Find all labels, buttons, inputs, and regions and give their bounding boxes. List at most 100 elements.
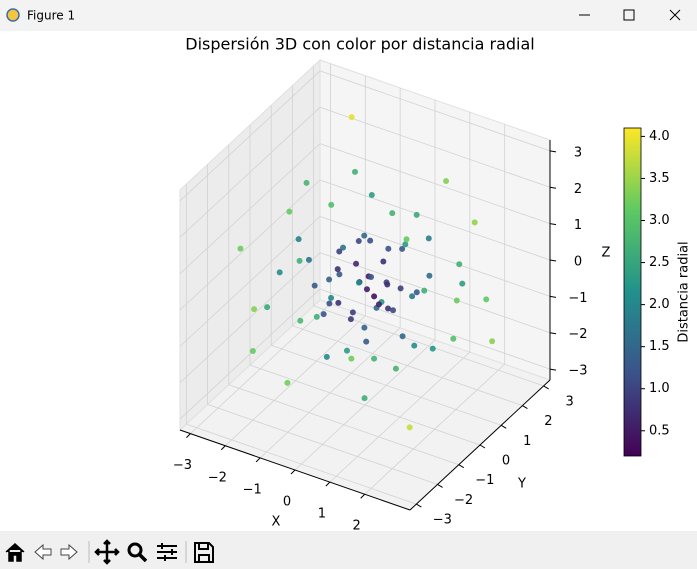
- x-tick-mark: [290, 469, 296, 475]
- point: [295, 236, 302, 243]
- points: [237, 114, 496, 431]
- point: [361, 232, 368, 239]
- point: [328, 201, 335, 208]
- colorbar-tick-label: 2.5: [649, 255, 670, 270]
- point: [371, 355, 378, 362]
- y-tick-mark: [479, 444, 486, 449]
- point: [456, 261, 463, 268]
- window-title: Figure 1: [27, 9, 75, 23]
- z-tick-label: 3: [574, 145, 582, 160]
- z-tick-label: −1: [568, 291, 587, 306]
- z-tick-mark: [549, 223, 557, 226]
- point: [402, 241, 409, 248]
- grid-line: [179, 179, 321, 311]
- app-icon: [6, 8, 20, 22]
- grid-line: [319, 179, 551, 261]
- back-button[interactable]: [34, 543, 52, 561]
- grid-line: [179, 143, 321, 274]
- save-button[interactable]: [194, 542, 214, 563]
- toolbar: [0, 531, 697, 569]
- point: [371, 293, 378, 300]
- grid-line: [319, 106, 551, 188]
- y-tick-label: 3: [565, 394, 573, 409]
- grid-line: [228, 384, 459, 466]
- x-tick-mark: [186, 433, 191, 438]
- colorbar-tick-label: 3.5: [649, 171, 670, 186]
- point: [284, 379, 291, 386]
- point: [328, 294, 335, 301]
- colorbar-tick-label: 3.0: [649, 213, 670, 228]
- z-tick-mark: [549, 332, 557, 335]
- point: [348, 355, 355, 362]
- z-tick-mark: [549, 259, 557, 262]
- point: [361, 324, 368, 331]
- point: [489, 338, 496, 345]
- y-tick-label: −3: [433, 513, 452, 528]
- grid-line: [319, 288, 551, 370]
- point: [311, 282, 318, 289]
- point: [471, 219, 478, 226]
- z-tick-label: −3: [568, 364, 587, 379]
- grid-line: [179, 106, 321, 238]
- zoom-button[interactable]: [127, 542, 148, 563]
- point: [323, 353, 330, 360]
- x-axis-line: [179, 429, 411, 511]
- point: [392, 365, 399, 372]
- point: [286, 208, 293, 215]
- home-button[interactable]: [5, 542, 25, 562]
- point: [249, 348, 256, 355]
- maximize-button[interactable]: [623, 9, 635, 21]
- point: [237, 245, 244, 252]
- point: [334, 266, 341, 273]
- grid-line: [179, 288, 321, 420]
- grid-line: [271, 344, 502, 426]
- y-tick-mark: [416, 503, 422, 508]
- colorbar-tick-label: 1.5: [649, 339, 670, 354]
- point: [397, 285, 404, 292]
- close-button[interactable]: [669, 9, 681, 21]
- point: [380, 258, 387, 265]
- x-tick-mark: [220, 445, 226, 451]
- x-tick-mark: [325, 481, 331, 487]
- point: [389, 210, 396, 217]
- point: [375, 301, 382, 308]
- point: [305, 256, 312, 263]
- point: [443, 178, 450, 185]
- x-tick-label: −2: [208, 470, 227, 485]
- point: [413, 289, 420, 296]
- pan-button[interactable]: [94, 539, 120, 565]
- z-tick-label: −2: [568, 327, 587, 342]
- y-tick-mark: [458, 464, 465, 469]
- grid-line: [319, 143, 551, 225]
- point: [335, 299, 342, 306]
- point: [297, 317, 304, 324]
- colorbar: [623, 127, 642, 457]
- grid-line: [179, 252, 321, 384]
- forward-button[interactable]: [60, 543, 78, 561]
- point: [303, 179, 310, 186]
- point: [409, 293, 416, 300]
- point: [336, 248, 343, 255]
- point: [411, 342, 418, 349]
- point: [363, 338, 370, 345]
- point: [425, 235, 432, 242]
- grid-line: [249, 364, 481, 446]
- colorbar-tick-label: 0.5: [649, 423, 670, 438]
- y-axis-line: [409, 379, 551, 511]
- point: [251, 306, 258, 313]
- point: [336, 271, 343, 278]
- point: [399, 245, 406, 252]
- configure-button[interactable]: [157, 543, 177, 561]
- point: [459, 280, 466, 287]
- point: [368, 273, 375, 280]
- grid-line: [179, 70, 321, 202]
- point: [453, 297, 460, 304]
- point: [385, 305, 392, 312]
- x-tick-label: 0: [283, 495, 291, 510]
- y-tick-label: 2: [544, 414, 552, 429]
- point: [403, 236, 410, 243]
- point: [450, 335, 457, 342]
- colorbar-label: Distancia radial: [677, 241, 692, 342]
- grid-line: [319, 252, 551, 334]
- y-tick-mark: [543, 385, 549, 390]
